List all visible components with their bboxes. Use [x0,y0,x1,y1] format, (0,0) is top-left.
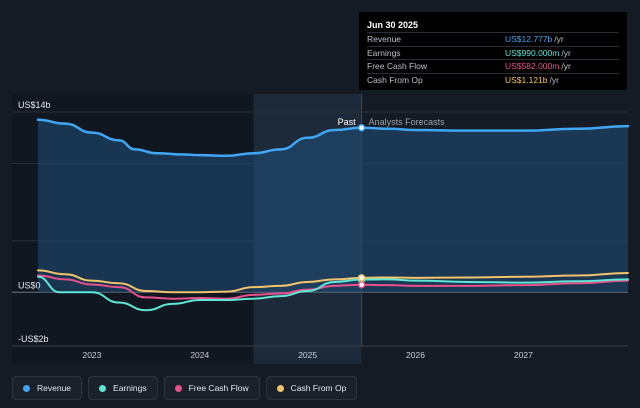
y-tick-label: US$0 [18,280,41,290]
tooltip-row-label: Free Cash Flow [367,61,427,71]
tooltip-row-unit: /yr [561,47,571,58]
x-tick-label: 2026 [406,350,425,360]
legend-label: Earnings [113,383,147,393]
tooltip-row-value: US$12.777b [505,34,553,44]
revenue-area [38,119,628,293]
tooltip-row-label: Cash From Op [367,74,423,85]
tooltip-row-value: US$990.000m [505,47,560,58]
legend-dot-icon [174,384,182,392]
tooltip-row: Revenue US$12.777b/yr [367,32,619,46]
tooltip-row: Free Cash Flow US$582.000m/yr [367,59,619,73]
tooltip-row-value: US$1.121b [505,74,548,85]
legend-item-earnings[interactable]: Earnings [88,376,158,400]
tooltip-date: Jun 30 2025 [367,20,419,30]
legend-dot-icon [276,384,284,392]
legend-label: Free Cash Flow [188,383,249,393]
tooltip-row-label: Revenue [367,34,402,44]
legend-item-revenue[interactable]: Revenue [12,376,83,400]
chart-legend: Revenue Earnings Free Cash Flow Cash From O… [12,376,358,400]
series-line-revenue [36,118,630,158]
x-tick-label: 2024 [190,350,209,360]
legend-item-cash-from-op[interactable]: Cash From Op [265,376,358,400]
chart-svg: US$14b US$0 -US$2b 2023 2024 2025 2026 2027 Past… [12,94,630,364]
x-tick-label: 2023 [82,350,101,360]
tooltip-row-unit: /yr [549,74,559,85]
tooltip-row-unit: /yr [561,61,571,71]
data-point-marker [357,281,366,289]
series-line-cash-from-op [37,269,629,294]
tooltip-row: Earnings US$990.000m/yr [367,45,619,60]
data-point-marker [357,123,366,132]
tooltip-row: Cash From Op US$1.121b/yr [367,72,619,87]
y-tick-label: US$14b [18,100,51,110]
x-tick-label: 2025 [298,350,317,360]
legend-dot-icon [99,384,107,392]
tooltip-row-unit: /yr [554,34,564,44]
x-tick-label: 2027 [514,350,533,360]
legend-dot-icon [23,384,30,392]
legend-label: Cash From Op [290,383,347,393]
past-label: Past [338,117,357,127]
series-line-free-cash-flow [37,274,629,300]
legend-label: Revenue [37,383,72,393]
tooltip-row-label: Earnings [367,47,401,58]
series-line-earnings [37,275,629,312]
tooltip: Jun 30 2025 Revenue US$12.777b/yr Earnings… [359,12,627,90]
data-point-marker [357,274,366,282]
legend-item-free-cash-flow[interactable]: Free Cash Flow [163,376,260,400]
y-tick-label: -US$2b [18,334,49,344]
tooltip-row-value: US$582.000m [505,61,560,71]
forecast-label: Analysts Forecasts [369,117,446,127]
